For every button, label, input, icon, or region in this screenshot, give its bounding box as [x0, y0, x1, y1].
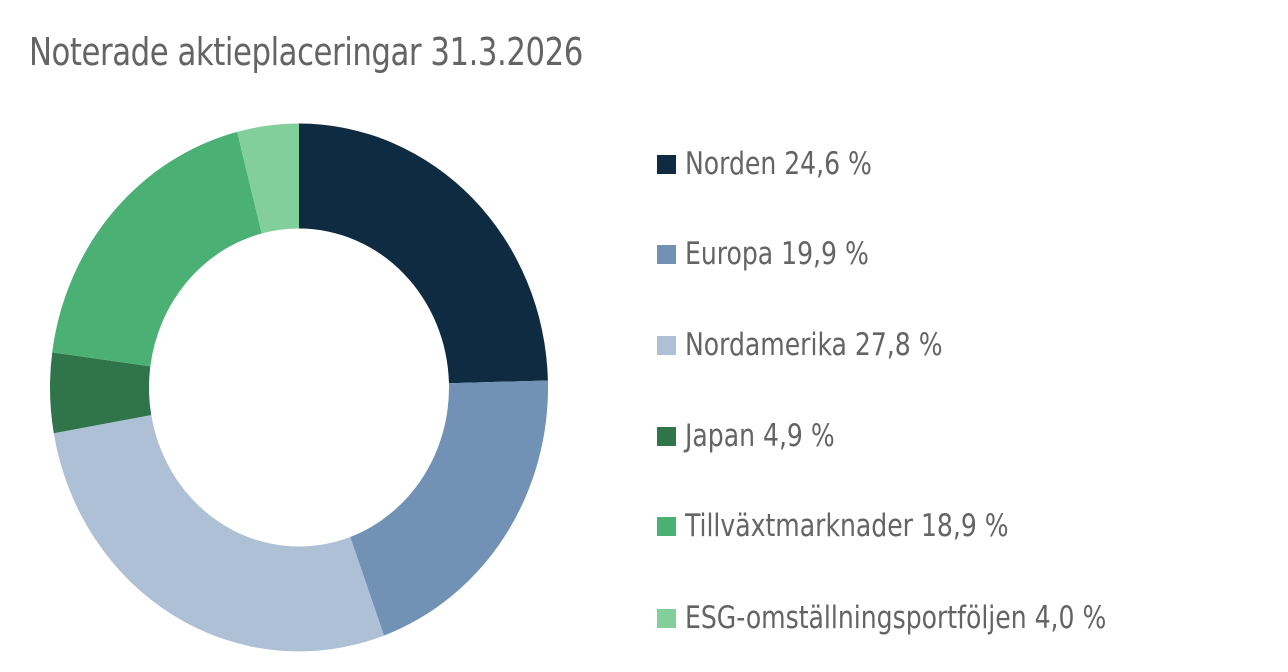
legend-item-norden: Norden 24,6 % — [657, 146, 893, 182]
donut-chart — [50, 123, 548, 652]
chart-title: Noterade aktieplaceringar 31.3.2026 — [29, 30, 583, 74]
legend-item-esg: ESG-omställningsportföljen 4,0 % — [657, 600, 1153, 636]
donut-slice-esg-omst-llningsportf-ljen — [237, 123, 299, 234]
legend-item-japan: Japan 4,9 % — [657, 418, 851, 454]
donut-slice-europa — [350, 380, 548, 636]
legend-label: Nordamerika 27,8 % — [685, 327, 943, 363]
legend-swatch-icon — [657, 244, 676, 264]
donut-slice-nordamerika — [53, 415, 384, 652]
legend-label: Tillväxtmarknader 18,9 % — [685, 508, 1009, 544]
legend-item-nordamerika: Nordamerika 27,8 % — [657, 327, 971, 363]
donut-slice-norden — [299, 123, 548, 384]
legend-swatch-icon — [657, 516, 676, 536]
legend-label: Norden 24,6 % — [685, 146, 872, 182]
legend-swatch-icon — [657, 426, 676, 446]
legend-swatch-icon — [657, 608, 676, 628]
legend-swatch-icon — [657, 154, 676, 174]
legend-item-europa: Europa 19,9 % — [657, 236, 889, 272]
donut-slice-tillv-xtmarknader — [52, 131, 262, 367]
legend-swatch-icon — [657, 335, 676, 355]
legend-label: ESG-omställningsportföljen 4,0 % — [685, 600, 1107, 636]
legend-item-tillvaxtmarknader: Tillväxtmarknader 18,9 % — [657, 508, 1045, 544]
donut-slice-japan — [50, 352, 152, 434]
legend-label: Europa 19,9 % — [685, 236, 869, 272]
legend-label: Japan 4,9 % — [685, 418, 835, 454]
